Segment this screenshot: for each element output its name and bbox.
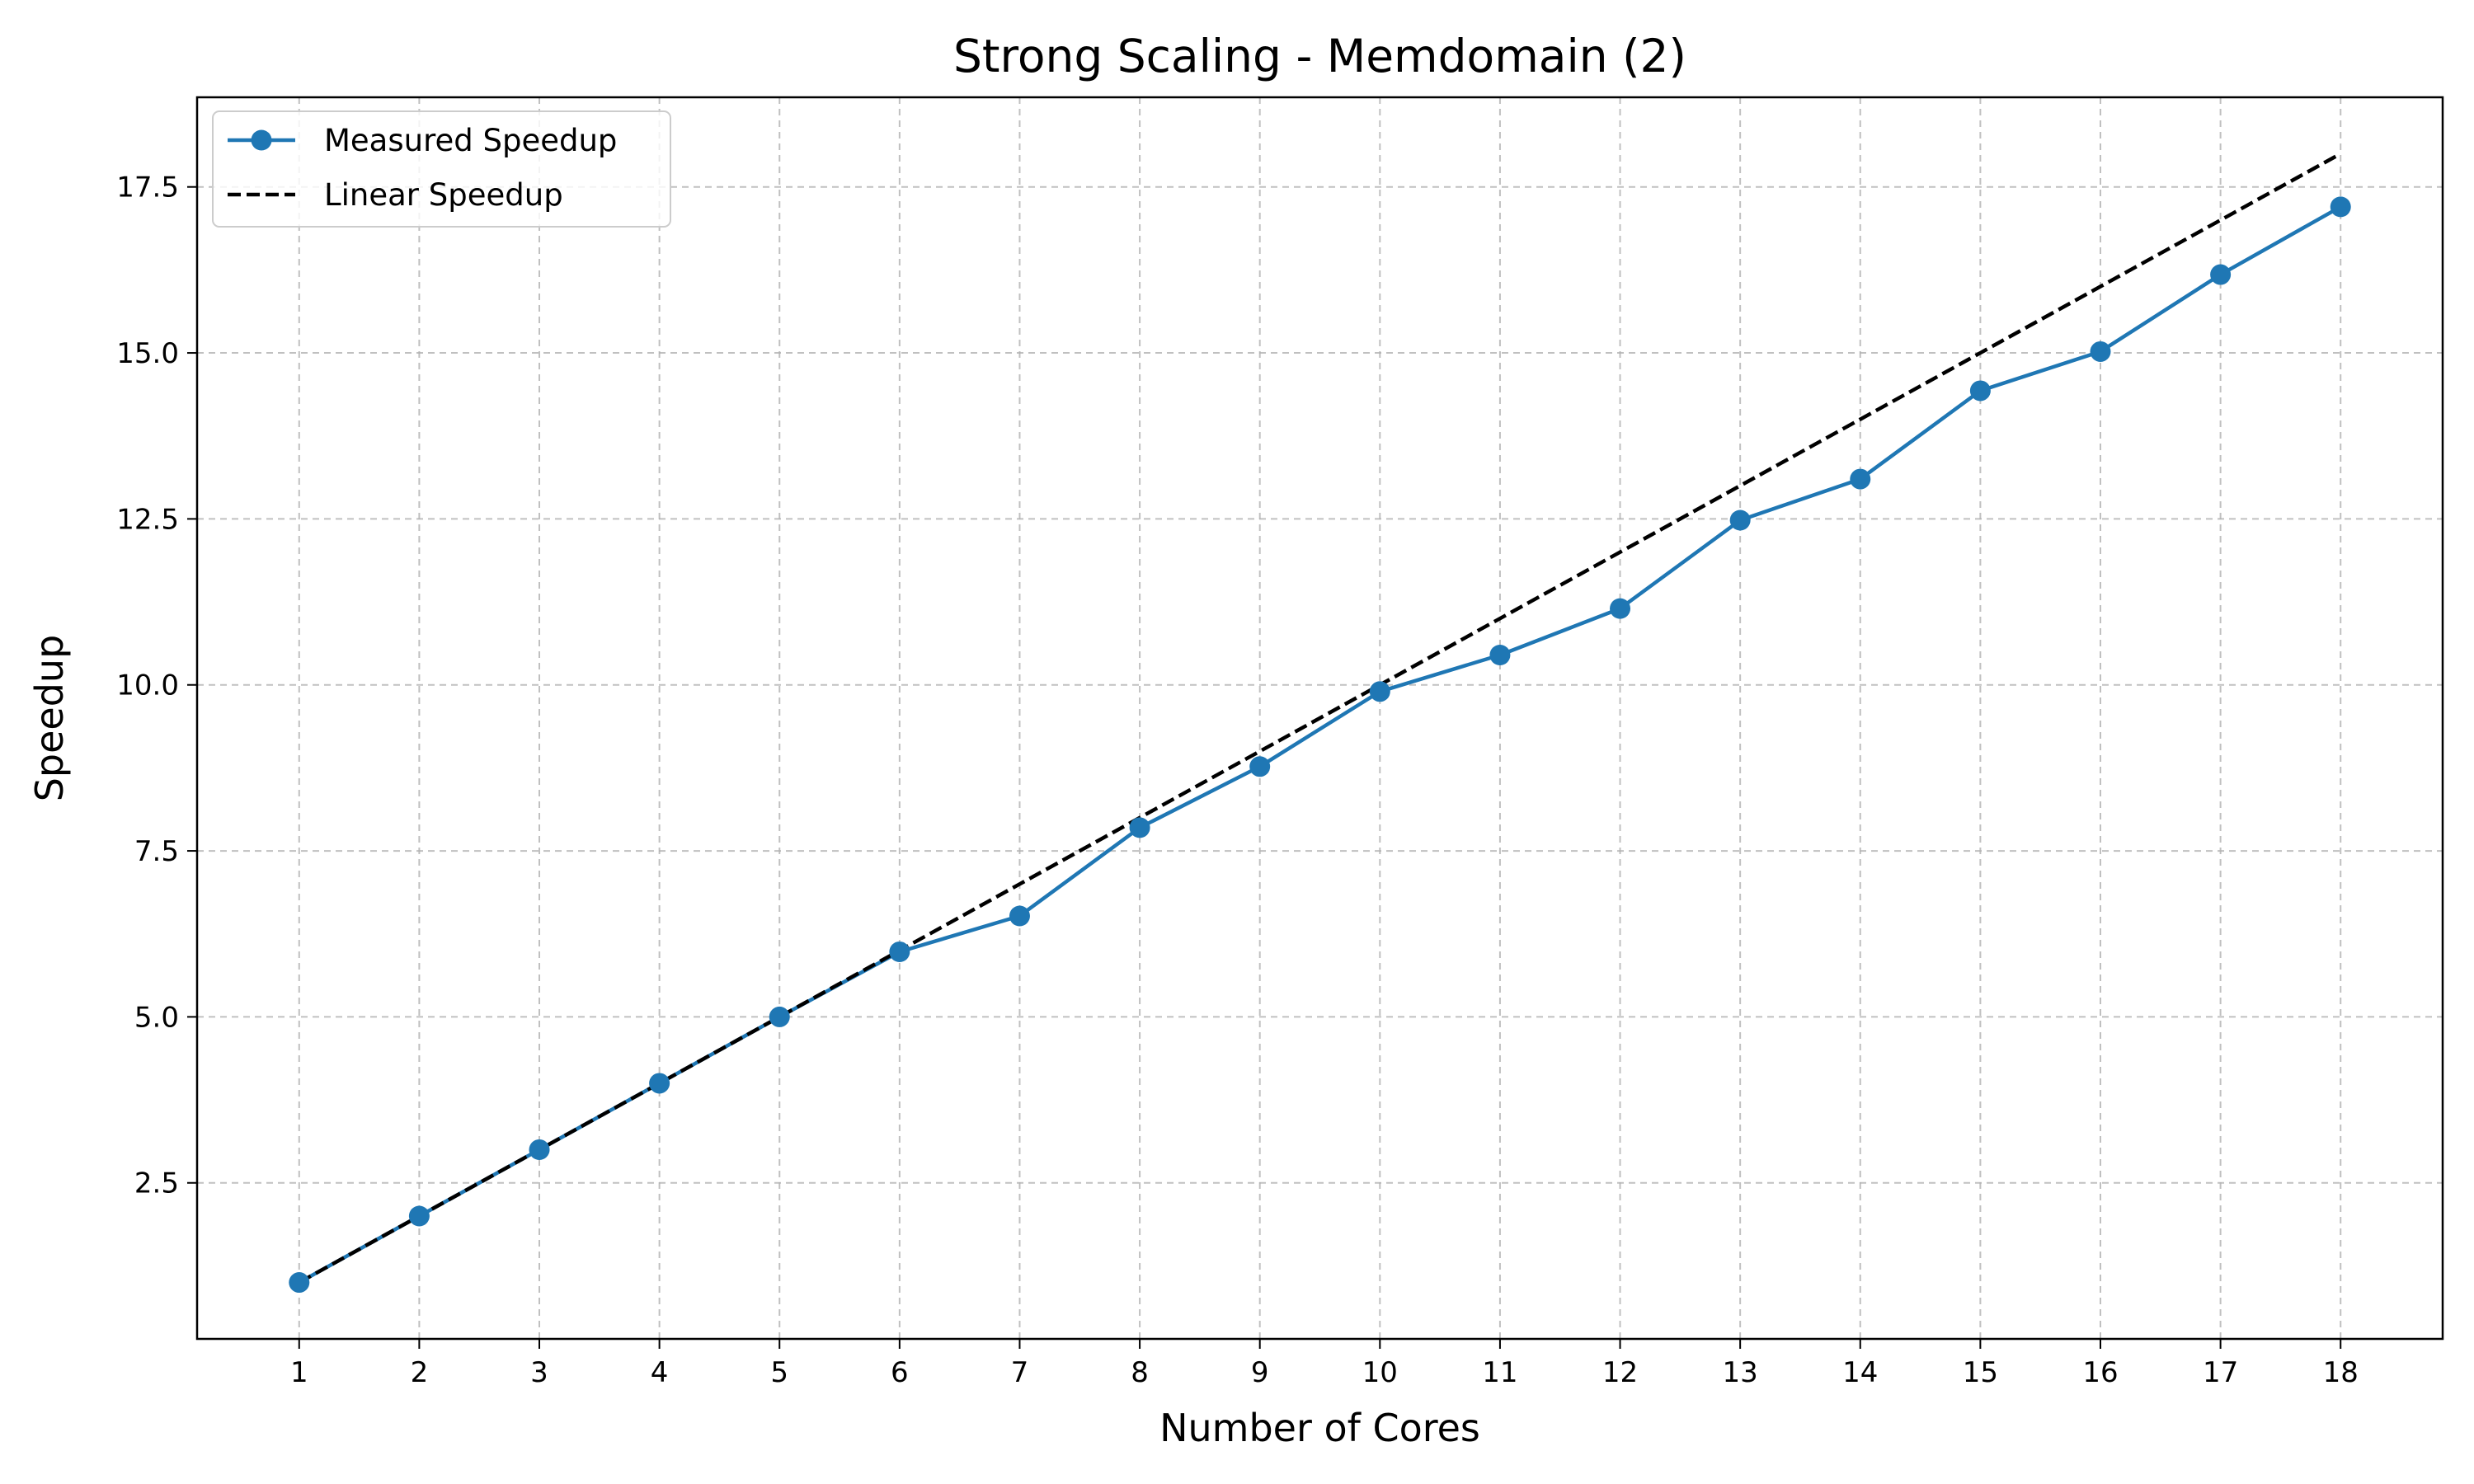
x-tick-label: 9 — [1251, 1356, 1269, 1389]
grid — [197, 97, 2443, 1339]
ticks: 1 2 3 4 5 6 7 8 9 10 11 12 13 14 15 16 17 182.55.07.510.0… — [116, 171, 2359, 1389]
legend-box — [212, 110, 671, 228]
measured-speedup-point — [889, 941, 910, 962]
measured-speedup-point — [1610, 598, 1631, 619]
x-tick-label: 5 — [770, 1356, 788, 1389]
measured-speedup-point — [1249, 756, 1271, 777]
measured-speedup-point — [1969, 380, 1991, 402]
x-tick-label: 7 — [1011, 1356, 1029, 1389]
legend-marker-measured — [251, 129, 272, 151]
x-tick-label: 8 — [1131, 1356, 1149, 1389]
x-tick-label: 12 — [1602, 1356, 1638, 1389]
measured-speedup-point — [408, 1205, 430, 1227]
x-tick-label: 1 — [290, 1356, 308, 1389]
chart-title: Strong Scaling - Memdomain (2) — [953, 30, 1686, 82]
x-tick-label: 16 — [2082, 1356, 2118, 1389]
measured-speedup-point — [2330, 196, 2351, 218]
y-axis-title: Speedup — [27, 635, 72, 802]
measured-speedup-point — [1129, 817, 1150, 838]
measured-speedup-point — [1369, 681, 1390, 702]
measured-speedup-point — [769, 1006, 790, 1027]
measured-speedup-point — [2090, 340, 2111, 362]
measured-speedup-point — [2210, 264, 2232, 285]
measured-speedup-point — [289, 1272, 310, 1294]
plot-frame — [195, 96, 2444, 1341]
measured-speedup-point — [1729, 510, 1751, 531]
series-lines — [298, 152, 2342, 1284]
x-tick-label: 2 — [411, 1356, 429, 1389]
x-tick-label: 17 — [2203, 1356, 2238, 1389]
markers — [289, 196, 2351, 1294]
x-tick-label: 13 — [1723, 1356, 1758, 1389]
measured-speedup-point — [1009, 905, 1030, 927]
measured-speedup-point — [649, 1073, 670, 1094]
measured-speedup-point — [529, 1139, 550, 1160]
y-tick-label: 15.0 — [116, 337, 179, 370]
series-line-linear-speedup — [298, 152, 2342, 1284]
x-tick-label: 3 — [530, 1356, 548, 1389]
x-tick-label: 10 — [1362, 1356, 1398, 1389]
legend: Measured Speedup Linear Speedup — [212, 110, 671, 228]
y-tick-label: 7.5 — [134, 835, 179, 868]
measured-speedup-point — [1850, 468, 1871, 490]
y-tick-label: 5.0 — [134, 1001, 179, 1034]
x-tick-label: 4 — [651, 1356, 669, 1389]
legend-label-measured: Measured Speedup — [324, 123, 617, 158]
x-tick-label: 14 — [1842, 1356, 1878, 1389]
y-tick-label: 2.5 — [134, 1167, 179, 1200]
y-tick-label: 10.0 — [116, 669, 179, 702]
x-tick-label: 11 — [1482, 1356, 1517, 1389]
measured-speedup-point — [1489, 644, 1511, 665]
legend-label-linear: Linear Speedup — [324, 177, 563, 213]
y-tick-label: 12.5 — [116, 503, 179, 536]
x-tick-label: 18 — [2323, 1356, 2359, 1389]
x-axis-title: Number of Cores — [1159, 1406, 1480, 1450]
y-tick-label: 17.5 — [116, 171, 179, 204]
x-tick-label: 15 — [1963, 1356, 1998, 1389]
x-tick-label: 6 — [891, 1356, 909, 1389]
